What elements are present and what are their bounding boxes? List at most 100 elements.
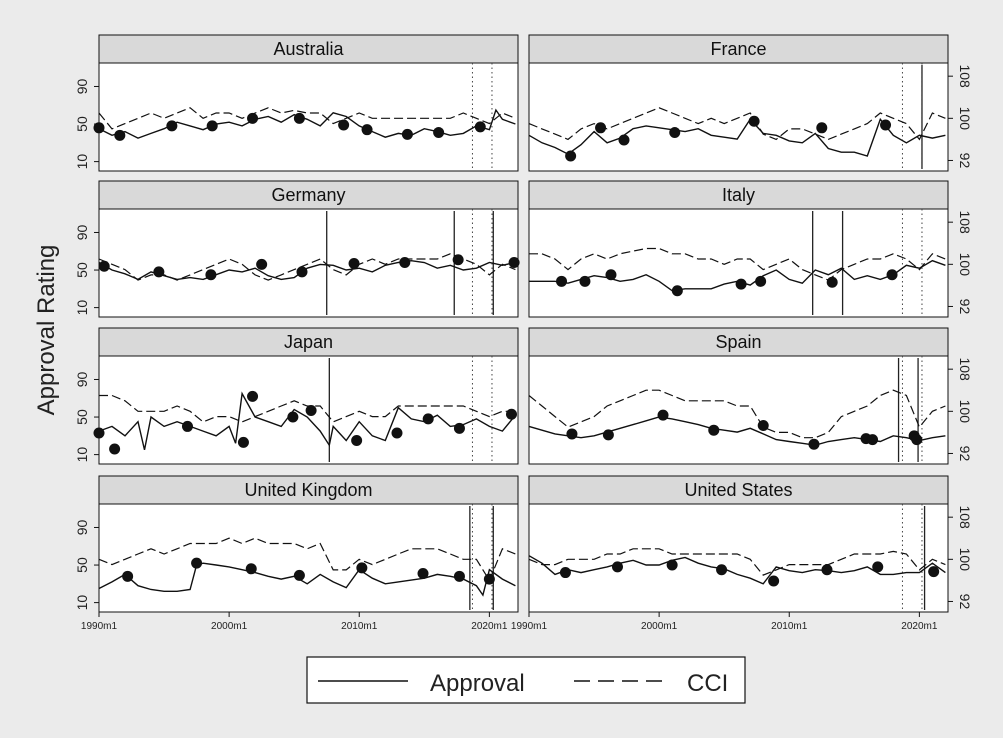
legend: Approval CCI <box>306 656 746 704</box>
cci-series-line <box>528 548 946 576</box>
election-marker <box>247 390 259 402</box>
panel-france: France 92 100 108 <box>528 34 973 172</box>
election-marker <box>256 258 268 270</box>
election-marker <box>433 126 445 138</box>
election-marker <box>618 134 630 146</box>
panel-title: Japan <box>284 332 333 352</box>
x-tick-label: 2010m1 <box>771 621 808 632</box>
approval-series-line <box>98 259 516 281</box>
election-marker <box>98 260 110 272</box>
election-marker <box>565 150 577 162</box>
panel-spain: Spain 92 100 108 <box>528 327 973 465</box>
election-marker <box>348 257 360 269</box>
legend-approval-label: Approval <box>430 670 525 697</box>
approval-series-line <box>528 117 946 157</box>
election-marker <box>755 275 767 287</box>
election-marker <box>422 413 434 425</box>
y-tick-label-right: 92 <box>957 299 973 315</box>
election-marker <box>247 112 259 124</box>
election-marker <box>595 122 607 134</box>
election-marker <box>611 561 623 573</box>
panel-strip <box>98 180 519 210</box>
y-tick-label-right: 92 <box>957 153 973 169</box>
y-tick-label-right: 108 <box>957 64 973 88</box>
election-marker <box>808 438 820 450</box>
panel-plot-area <box>528 355 949 465</box>
x-tick-label: 2000m1 <box>211 621 248 632</box>
election-marker <box>886 269 898 281</box>
election-marker <box>559 567 571 579</box>
y-tick-label-left: 90 <box>74 78 90 94</box>
legend-box <box>306 656 746 704</box>
panel-plot-area <box>528 62 949 172</box>
election-marker <box>245 563 257 575</box>
approval-series-line <box>98 391 516 451</box>
election-marker <box>293 112 305 124</box>
panels-group: Australia 10 50 90 France 92 100 108 Germany 10 50… <box>74 34 973 632</box>
election-marker <box>361 124 373 136</box>
election-marker <box>748 115 760 127</box>
election-marker <box>483 573 495 585</box>
election-marker <box>816 122 828 134</box>
election-marker <box>93 427 105 439</box>
y-tick-label-left: 90 <box>74 371 90 387</box>
y-tick-label-left: 90 <box>74 519 90 535</box>
panel-italy: Italy 92 100 108 <box>528 180 973 318</box>
legend-cci-label: CCI <box>687 670 728 697</box>
panel-plot-area <box>98 208 519 318</box>
election-marker <box>453 570 465 582</box>
election-marker <box>669 126 681 138</box>
election-marker <box>735 278 747 290</box>
election-marker <box>417 567 429 579</box>
election-marker <box>351 435 363 447</box>
panel-australia: Australia 10 50 90 <box>74 34 519 172</box>
y-axis-label: Approval Rating <box>33 245 60 416</box>
election-marker <box>122 570 134 582</box>
election-marker <box>508 257 520 269</box>
x-tick-label: 1990m1 <box>81 621 118 632</box>
election-marker <box>708 424 720 436</box>
election-marker <box>826 276 838 288</box>
y-tick-label-left: 10 <box>74 300 90 316</box>
election-marker <box>399 257 411 269</box>
election-marker <box>391 427 403 439</box>
y-tick-label-left: 50 <box>74 557 90 573</box>
panel-united-kingdom: United Kingdom 10 50 90 1990m1 2000m1 2010m1 20… <box>74 475 519 632</box>
cci-series-line <box>98 107 516 130</box>
election-marker <box>579 275 591 287</box>
y-tick-label-right: 108 <box>957 505 973 529</box>
x-tick-label: 2010m1 <box>341 621 378 632</box>
y-tick-label-left: 10 <box>74 447 90 463</box>
election-marker <box>287 411 299 423</box>
x-tick-label: 2020m1 <box>471 621 508 632</box>
election-marker <box>657 409 669 421</box>
panel-title: Australia <box>273 39 344 59</box>
election-marker <box>305 404 317 416</box>
election-marker <box>166 120 178 132</box>
election-marker <box>911 434 923 446</box>
panel-title: Spain <box>715 332 761 352</box>
election-marker <box>602 429 614 441</box>
panel-strip <box>98 475 519 505</box>
cci-series-line <box>98 537 516 582</box>
panel-strip <box>98 34 519 64</box>
x-tick-label: 1990m1 <box>511 621 548 632</box>
election-marker <box>716 564 728 576</box>
y-tick-label-right: 100 <box>957 400 973 424</box>
y-tick-label-right: 108 <box>957 357 973 381</box>
panel-title: Italy <box>722 185 755 205</box>
y-tick-label-left: 90 <box>74 224 90 240</box>
election-marker <box>338 119 350 131</box>
panel-plot-area <box>528 503 949 613</box>
election-marker <box>556 275 568 287</box>
election-marker <box>452 254 464 266</box>
election-marker <box>671 285 683 297</box>
election-marker <box>821 564 833 576</box>
panel-united-states: United States 92 100 108 1990m1 2000m1 2010m1 2… <box>511 475 973 632</box>
election-marker <box>928 566 940 578</box>
election-marker <box>114 129 126 141</box>
panel-japan: Japan 10 50 90 <box>74 327 519 465</box>
panel-germany: Germany 10 50 90 <box>74 180 520 318</box>
panel-title: Germany <box>271 185 345 205</box>
